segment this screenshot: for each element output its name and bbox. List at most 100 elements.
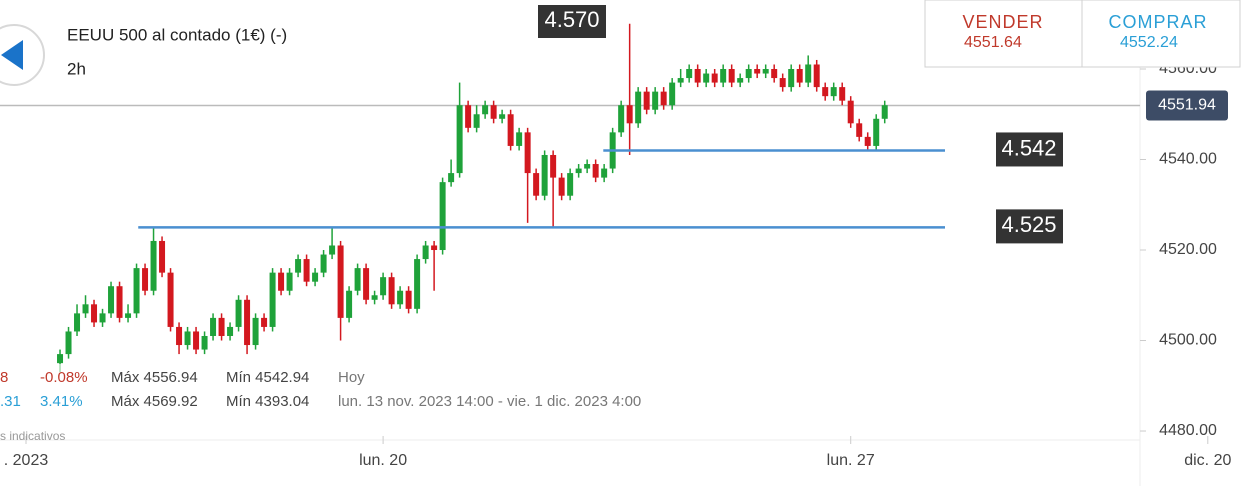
info-max: Máx 4556.94 — [111, 369, 198, 386]
candle-body — [873, 118, 880, 146]
candle-body — [269, 272, 276, 327]
candle-body — [431, 245, 438, 251]
current-price-label: 4551.94 — [1158, 97, 1216, 114]
info-change: -0.08% — [40, 369, 88, 386]
info-period: lun. 13 nov. 2023 14:00 - vie. 1 dic. 20… — [338, 393, 641, 410]
back-arrow[interactable] — [1, 40, 23, 70]
candle-body — [82, 304, 89, 314]
candle-body — [108, 286, 115, 314]
x-tick-label: dic. 20 — [1184, 452, 1231, 469]
candle-body — [618, 105, 625, 133]
info-note: s indicativos — [0, 429, 65, 443]
candle-body — [839, 87, 846, 101]
candle-body — [405, 290, 412, 309]
candle-body — [533, 173, 540, 196]
candle-body — [448, 173, 455, 183]
candle-body — [244, 299, 251, 346]
candle-body — [133, 268, 140, 314]
candle-body — [864, 136, 871, 146]
candle-body — [754, 69, 761, 74]
buy-label[interactable]: COMPRAR — [1108, 12, 1207, 32]
info-min: Mín 4393.04 — [226, 393, 309, 410]
candle-body — [252, 317, 259, 346]
candle-body — [354, 268, 361, 291]
candle-body — [74, 313, 81, 332]
candle-body — [550, 154, 557, 178]
candle-body — [150, 240, 157, 291]
candle-body — [99, 313, 106, 323]
candle-body — [227, 326, 234, 336]
candle-body — [176, 326, 183, 346]
candle-body — [286, 272, 293, 291]
sell-label[interactable]: VENDER — [962, 12, 1043, 32]
candle-body — [439, 182, 446, 251]
candle-body — [711, 73, 718, 83]
buy-price[interactable]: 4552.24 — [1120, 34, 1178, 51]
candle-body — [329, 245, 336, 255]
candle-body — [499, 114, 506, 119]
candle-body — [346, 290, 353, 318]
candle-body — [626, 105, 633, 124]
info-background — [0, 364, 690, 414]
candle-body — [193, 331, 200, 350]
candle-body — [813, 64, 820, 88]
candle-body — [524, 132, 531, 174]
candle-body — [142, 268, 149, 291]
candle-body — [558, 177, 565, 196]
candle-body — [261, 317, 268, 327]
x-tick-label: lun. 20 — [359, 452, 407, 469]
candle-body — [218, 317, 225, 336]
sell-price[interactable]: 4551.64 — [964, 34, 1022, 51]
timeframe[interactable]: 2h — [67, 59, 86, 78]
candle-body — [567, 173, 574, 196]
candle-body — [635, 91, 642, 124]
candle-body — [507, 114, 514, 146]
candle-body — [363, 268, 370, 300]
candle-body — [652, 91, 659, 110]
candle-body — [541, 154, 548, 196]
candle-body — [490, 105, 497, 119]
candle-body — [456, 105, 463, 174]
candle-body — [601, 168, 608, 178]
candle-body — [584, 164, 591, 169]
candle-body — [388, 277, 395, 305]
candle-body — [575, 168, 582, 174]
candle-body — [210, 317, 217, 336]
candle-body — [159, 240, 166, 273]
y-tick-label: 4520.00 — [1159, 241, 1217, 258]
candle-body — [677, 78, 684, 83]
candle-body — [380, 277, 387, 296]
info-value: 8 — [0, 369, 8, 386]
candle-body — [465, 105, 472, 128]
level-label-box — [996, 209, 1063, 244]
candle-body — [371, 295, 378, 300]
current-price-tag — [1146, 90, 1228, 121]
candle-body — [669, 82, 676, 106]
candle-body — [65, 331, 72, 355]
candle-body — [830, 87, 837, 97]
info-min: Mín 4542.94 — [226, 369, 309, 386]
candle-body — [397, 290, 404, 305]
candle-body — [720, 69, 727, 83]
candle-body — [694, 69, 701, 83]
candle-body — [414, 259, 421, 309]
candle-body — [643, 91, 650, 110]
candle-body — [337, 245, 344, 318]
x-tick-label: . 2023 — [4, 452, 49, 469]
candle-body — [703, 73, 710, 83]
candle-body — [660, 91, 667, 106]
candle-body — [303, 259, 310, 282]
candle-body — [473, 114, 480, 128]
candle-body — [516, 132, 523, 146]
candle-body — [482, 105, 489, 115]
level-label-box — [996, 132, 1063, 167]
candle-body — [805, 64, 812, 83]
candle-body — [686, 69, 693, 79]
candle-body — [184, 331, 191, 346]
candle-body — [728, 69, 735, 83]
overlay: EEUU 500 al contado (1€) (-) 2h VENDER 4… — [0, 0, 1241, 443]
info-max: Máx 4569.92 — [111, 393, 198, 410]
instrument-title: EEUU 500 al contado (1€) (-) — [67, 25, 287, 44]
info-change: 3.41% — [40, 393, 83, 410]
